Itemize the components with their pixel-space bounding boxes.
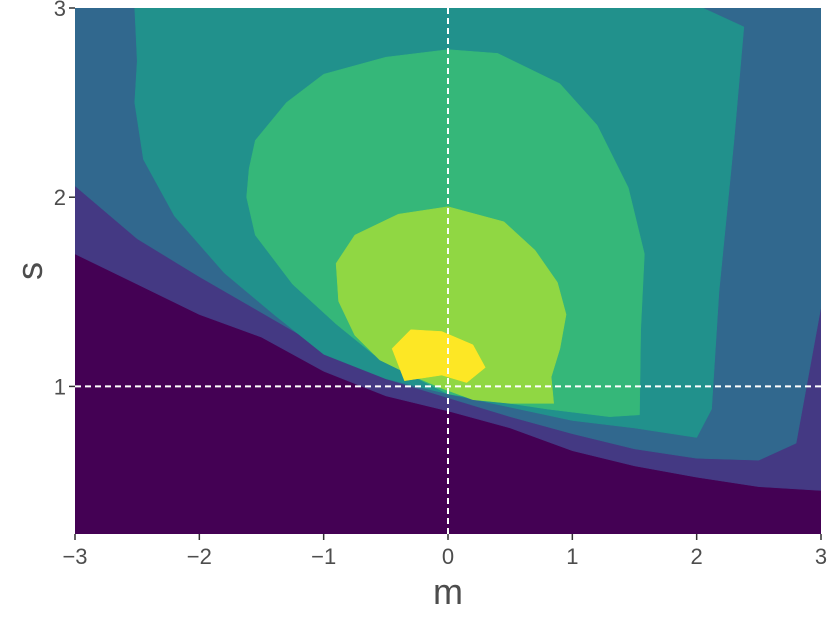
x-tick-label-1: −2 bbox=[187, 544, 212, 569]
plot-area bbox=[75, 8, 821, 534]
x-tick-label-6: 3 bbox=[815, 544, 827, 569]
x-tick-label-3: 0 bbox=[442, 544, 454, 569]
x-tick-label-4: 1 bbox=[566, 544, 578, 569]
x-tick-label-5: 2 bbox=[691, 544, 703, 569]
x-tick-label-2: −1 bbox=[311, 544, 336, 569]
x-tick-label-0: −3 bbox=[62, 544, 87, 569]
y-tick-label-0: 1 bbox=[54, 374, 66, 399]
x-axis-label: m bbox=[433, 571, 463, 612]
reference-lines bbox=[75, 8, 821, 534]
y-tick-label-1: 2 bbox=[54, 185, 66, 210]
y-tick-label-2: 3 bbox=[54, 0, 66, 21]
contour-band-6 bbox=[391, 329, 486, 383]
y-axis-label: s bbox=[9, 262, 50, 280]
axes: −3 −2 −1 0 1 2 3 1 2 3 bbox=[54, 0, 827, 569]
contour-band-5 bbox=[335, 206, 567, 404]
